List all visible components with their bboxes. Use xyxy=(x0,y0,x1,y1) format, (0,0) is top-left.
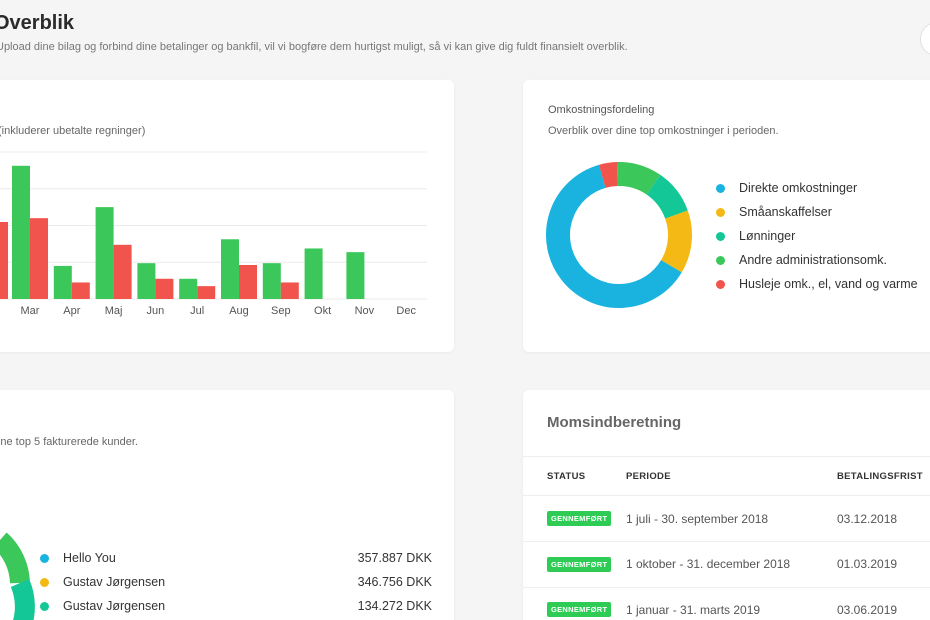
revenue-bar-chart: Mar Apr Maj Jun Jul Aug Sep Okt Nov Dec xyxy=(0,151,427,317)
vat-table-header: STATUS PERIODE BETALINGSFRIST xyxy=(523,456,930,496)
customer-name: Gustav Jørgensen xyxy=(63,599,166,613)
due-date-cell: 03.12.2018 xyxy=(837,511,898,526)
bar-jun-1[interactable] xyxy=(155,278,174,299)
x-tick-label: Jun xyxy=(147,305,165,317)
status-cell: GENNEMFØRT xyxy=(547,496,612,541)
legend-item[interactable]: Småanskaffelser xyxy=(716,205,832,219)
revenue-card: (inkluderer ubetalte regninger) Mar Apr Ma… xyxy=(0,80,454,352)
vat-card-title: Momsindberetning xyxy=(547,414,682,431)
legend-item[interactable]: Husleje omk., el, vand og varme xyxy=(716,277,918,291)
top-customers-card: Dine top 5 fakturerede kunder. Hello You… xyxy=(0,390,454,620)
column-header-period: PERIODE xyxy=(626,470,671,482)
legend-dot xyxy=(716,231,725,241)
bar-jul-0[interactable] xyxy=(179,278,198,299)
page-subtitle: Upload dine bilag og forbind dine betali… xyxy=(0,41,628,53)
period-cell: 1 juli - 30. september 2018 xyxy=(626,511,769,526)
cost-card-subtitle: Overblik over dine top omkostninger i pe… xyxy=(548,125,779,137)
legend-dot xyxy=(716,255,725,265)
x-tick-label: Maj xyxy=(105,305,123,317)
customers-subtitle: Dine top 5 fakturerede kunder. xyxy=(0,436,138,448)
due-date-cell: 03.06.2019 xyxy=(837,602,898,617)
customers-donut-chart xyxy=(0,532,35,620)
customer-dot xyxy=(40,601,49,611)
status-cell: GENNEMFØRT xyxy=(547,587,612,620)
column-header-status: STATUS xyxy=(547,470,586,482)
bar-sep-1[interactable] xyxy=(280,282,299,299)
status-cell: GENNEMFØRT xyxy=(547,542,612,587)
customer-row[interactable]: Gustav Jørgensen 134.272 DKK xyxy=(40,596,432,616)
bar-okt-0[interactable] xyxy=(304,248,323,299)
bar-maj-0[interactable] xyxy=(95,207,114,299)
legend-label: Lønninger xyxy=(739,229,796,243)
customer-dot xyxy=(40,577,49,587)
vat-report-card: Momsindberetning STATUS PERIODE BETALING… xyxy=(523,390,930,620)
legend-item[interactable]: Lønninger xyxy=(716,229,795,243)
due-date-cell: 01.03.2019 xyxy=(837,557,898,571)
bar-jul-1[interactable] xyxy=(197,286,216,299)
bar-mar-1[interactable] xyxy=(30,218,48,299)
legend-dot xyxy=(716,279,725,289)
legend-dot xyxy=(716,183,725,193)
donut-slice-1[interactable] xyxy=(660,210,692,273)
bar-jun-0[interactable] xyxy=(137,263,156,299)
bar-nov-0[interactable] xyxy=(346,252,365,299)
period-cell: 1 januar - 31. marts 2019 xyxy=(626,602,761,617)
page-title: Overblik xyxy=(0,12,75,34)
legend-label: Direkte omkostninger xyxy=(739,181,858,195)
customer-name: Gustav Jørgensen xyxy=(63,575,166,589)
cost-card-title: Omkostningsfordeling xyxy=(548,104,655,116)
vat-table-row[interactable]: GENNEMFØRT 1 oktober - 31. december 2018 0… xyxy=(523,542,930,588)
x-tick-label: Sep xyxy=(271,305,291,317)
customer-amount: 357.887 DKK xyxy=(357,551,432,565)
period-cell: 1 oktober - 31. december 2018 xyxy=(626,557,791,571)
customer-name: Hello You xyxy=(63,551,116,565)
legend-dot xyxy=(716,207,725,217)
x-tick-label: Mar xyxy=(21,305,40,317)
legend-label: Husleje omk., el, vand og varme xyxy=(739,277,918,291)
bar-sep-0[interactable] xyxy=(262,263,281,299)
cost-distribution-card: Omkostningsfordeling Overblik over dine … xyxy=(523,80,930,352)
x-tick-label: Nov xyxy=(355,305,375,317)
bar-aug-1[interactable] xyxy=(239,265,257,299)
bar-apr-0[interactable] xyxy=(53,265,72,299)
legend-item[interactable]: Andre administrationsomk. xyxy=(716,253,887,267)
column-header-due: BETALINGSFRIST xyxy=(837,470,923,482)
legend-label: Småanskaffelser xyxy=(739,205,832,219)
x-tick-label: Apr xyxy=(63,305,80,317)
bar-mar-0[interactable] xyxy=(12,165,30,299)
bar-apr-1[interactable] xyxy=(71,282,90,299)
customer-row[interactable]: Hello You 357.887 DKK xyxy=(40,548,432,568)
x-tick-label: Aug xyxy=(229,305,249,317)
donut-slice-2[interactable] xyxy=(646,174,688,220)
customer-row[interactable]: Gustav Jørgensen 346.756 DKK xyxy=(40,572,432,592)
customer-dot xyxy=(40,553,49,563)
bar-aug-0[interactable] xyxy=(221,239,239,299)
bar-maj-1[interactable] xyxy=(113,244,132,299)
x-tick-label: Jul xyxy=(190,305,204,317)
revenue-subtitle: (inkluderer ubetalte regninger) xyxy=(0,125,146,137)
customer-amount: 134.272 DKK xyxy=(357,599,432,613)
status-badge: GENNEMFØRT xyxy=(547,511,612,526)
profile-button[interactable] xyxy=(920,22,930,56)
vat-table-row[interactable]: GENNEMFØRT 1 januar - 31. marts 2019 03.06… xyxy=(523,587,930,620)
legend-label: Andre administrationsomk. xyxy=(739,253,887,267)
donut-slice-0[interactable] xyxy=(546,164,682,308)
legend-item[interactable]: Direkte omkostninger xyxy=(716,181,857,195)
customer-amount: 346.756 DKK xyxy=(357,575,432,589)
cost-donut-chart xyxy=(546,162,692,308)
status-badge: GENNEMFØRT xyxy=(547,602,612,617)
donut-slice-4[interactable] xyxy=(598,162,618,188)
status-badge: GENNEMFØRT xyxy=(547,556,612,572)
x-tick-label: Okt xyxy=(314,305,331,317)
x-tick-label: Dec xyxy=(396,305,416,317)
vat-table-row[interactable]: GENNEMFØRT 1 juli - 30. september 2018 03.… xyxy=(523,496,930,542)
donut-slice-3[interactable] xyxy=(616,162,661,195)
